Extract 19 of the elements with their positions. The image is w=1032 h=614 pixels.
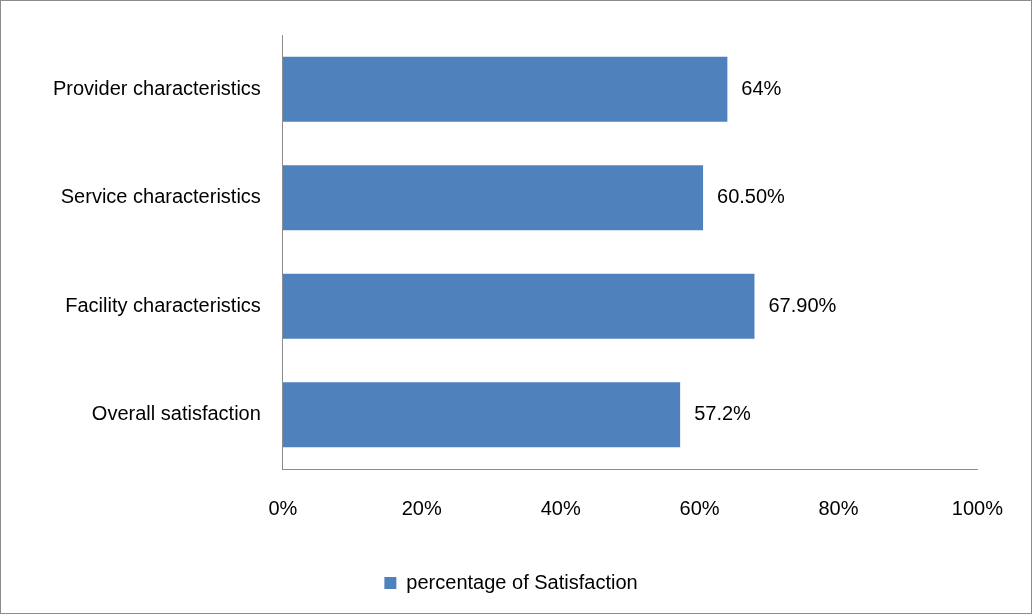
y-tick-label: Overall satisfaction [91,402,261,425]
bar [282,165,704,231]
x-tick-label: 20% [401,496,442,519]
data-label: 64% [741,76,782,99]
x-tick-label: 40% [540,496,581,519]
data-label: 67.90% [768,293,837,316]
x-tick-label: 100% [951,496,1004,519]
data-label: 60.50% [717,185,786,208]
x-tick-label: 0% [268,496,298,519]
bar [282,273,755,339]
y-tick-label: Service characteristics [60,185,261,208]
bar [282,56,728,122]
legend-label: percentage of Satisfaction [406,570,638,593]
bar [282,382,681,448]
x-tick-label: 80% [818,496,859,519]
x-tick-label: 60% [679,496,720,519]
data-label: 57.2% [694,402,752,425]
y-tick-label: Provider characteristics [53,76,261,99]
y-tick-label: Facility characteristics [65,293,261,316]
